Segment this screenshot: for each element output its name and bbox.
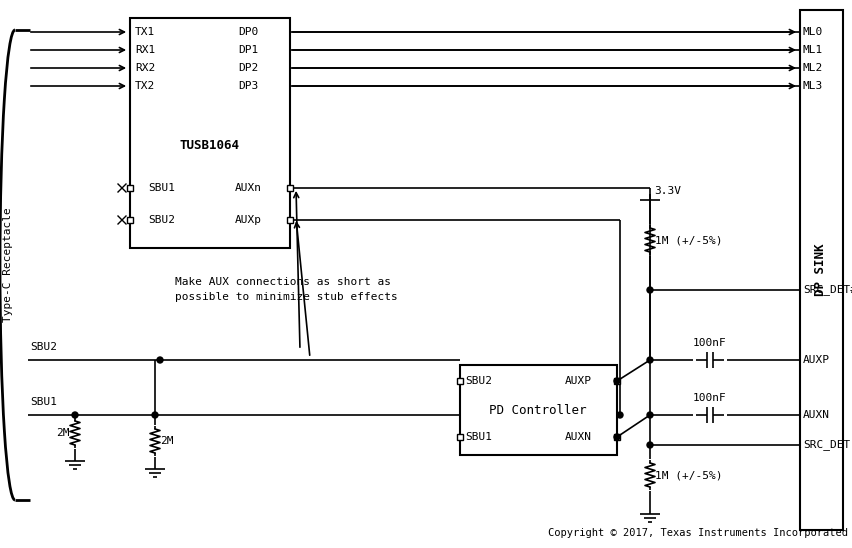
Text: DP0: DP0 [238, 27, 258, 37]
Text: Make AUX connections as short as: Make AUX connections as short as [175, 277, 390, 287]
Text: 1M (+/-5%): 1M (+/-5%) [654, 235, 722, 245]
Text: SBU1: SBU1 [464, 432, 492, 442]
Text: 1M (+/-5%): 1M (+/-5%) [654, 470, 722, 480]
Text: RX1: RX1 [135, 45, 155, 55]
Circle shape [72, 412, 78, 418]
Circle shape [646, 442, 653, 448]
Text: 100nF: 100nF [693, 338, 726, 348]
Text: SBU1: SBU1 [148, 183, 175, 193]
Circle shape [152, 412, 158, 418]
Circle shape [646, 357, 653, 363]
Text: RX2: RX2 [135, 63, 155, 73]
Bar [130, 18, 290, 248]
Text: TUSB1064: TUSB1064 [180, 139, 239, 151]
Text: AUXP: AUXP [802, 355, 829, 365]
Text: SBU2: SBU2 [148, 215, 175, 225]
Text: 100nF: 100nF [693, 393, 726, 403]
Circle shape [613, 434, 619, 440]
Text: 2M: 2M [160, 436, 173, 446]
Text: SBU1: SBU1 [30, 397, 57, 407]
Circle shape [616, 412, 622, 418]
Bar [457, 378, 463, 384]
Bar [613, 378, 619, 384]
Bar [613, 434, 619, 440]
Text: ML0: ML0 [802, 27, 822, 37]
Text: SRC_DET: SRC_DET [802, 439, 849, 450]
Text: DP3: DP3 [238, 81, 258, 91]
Text: DP SINK: DP SINK [814, 244, 826, 296]
Text: AUXN: AUXN [802, 410, 829, 420]
Text: DP2: DP2 [238, 63, 258, 73]
Bar [127, 217, 133, 223]
Text: AUXn: AUXn [234, 183, 262, 193]
Bar [286, 185, 292, 191]
Circle shape [646, 287, 653, 293]
Circle shape [613, 378, 619, 384]
Text: AUXP: AUXP [564, 376, 591, 386]
Text: SBU2: SBU2 [30, 342, 57, 352]
Text: Type-C Receptacle: Type-C Receptacle [3, 208, 13, 322]
Text: ML1: ML1 [802, 45, 822, 55]
Text: Copyright © 2017, Texas Instruments Incorporated: Copyright © 2017, Texas Instruments Inco… [547, 528, 847, 538]
Text: 3.3V: 3.3V [653, 186, 680, 196]
Text: TX1: TX1 [135, 27, 155, 37]
Text: AUXp: AUXp [234, 215, 262, 225]
Text: PD Controller: PD Controller [489, 403, 586, 416]
Text: possible to minimize stub effects: possible to minimize stub effects [175, 292, 397, 302]
Circle shape [646, 412, 653, 418]
Text: SRC_DET#: SRC_DET# [802, 284, 852, 295]
Circle shape [157, 357, 163, 363]
Text: 2M: 2M [56, 428, 70, 438]
Text: ML2: ML2 [802, 63, 822, 73]
Text: AUXN: AUXN [564, 432, 591, 442]
Bar [286, 217, 292, 223]
Bar [459, 365, 616, 455]
Text: ML3: ML3 [802, 81, 822, 91]
Text: SBU2: SBU2 [464, 376, 492, 386]
Bar [457, 434, 463, 440]
Text: DP1: DP1 [238, 45, 258, 55]
Bar [127, 185, 133, 191]
Bar [799, 10, 842, 530]
Text: TX2: TX2 [135, 81, 155, 91]
